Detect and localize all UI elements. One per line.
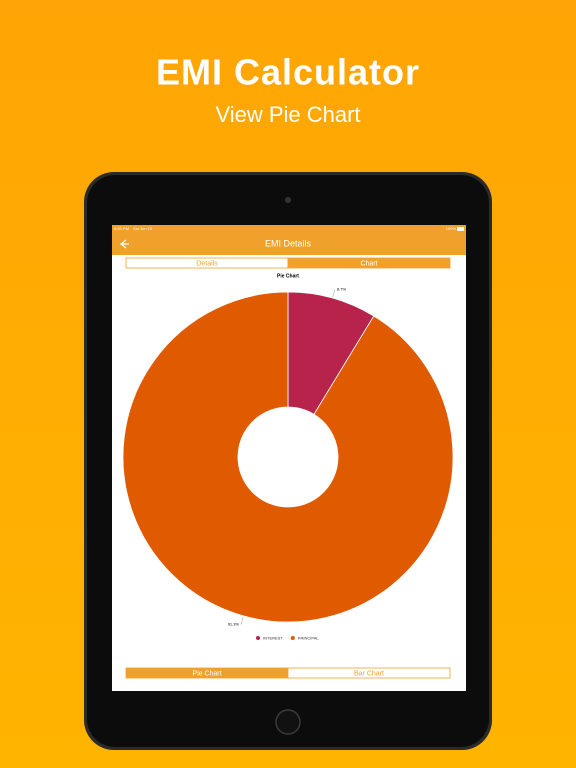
tab-bar-chart[interactable]	[287, 667, 451, 679]
camera	[285, 197, 291, 203]
status-time: 9:53 PM	[114, 226, 129, 231]
legend-marker	[290, 636, 295, 640]
tab-label: Details	[196, 260, 218, 267]
tab-label: Bar Chart	[354, 670, 384, 677]
leader-line	[332, 289, 336, 298]
back-button[interactable]	[120, 239, 129, 249]
slice-label: 91.3%	[228, 622, 240, 627]
pie-slice	[122, 291, 454, 623]
pie-chart: 8.7% 91.3% INTEREST PRINCIPAL	[122, 287, 454, 640]
tab-label: Pie Chart	[192, 670, 221, 677]
nav-bar	[112, 225, 466, 255]
leader-line	[240, 616, 244, 625]
battery-icon	[457, 227, 464, 231]
tab-label: Chart	[360, 260, 377, 267]
legend-label: PRINCIPAL	[298, 635, 320, 640]
subheadline: View Pie Chart	[215, 102, 360, 127]
headline: EMI Calculator	[156, 52, 420, 93]
home-button[interactable]	[275, 709, 301, 735]
legend-label: INTEREST	[263, 635, 283, 640]
nav-title: EMI Details	[265, 238, 312, 248]
legend-marker	[256, 636, 260, 640]
chart-title: Pie Chart	[277, 273, 299, 279]
tab-chart[interactable]	[287, 257, 451, 269]
status-date: Sat Jun 15	[133, 226, 153, 231]
slice-label: 8.7%	[337, 287, 347, 292]
status-battery: 100%	[446, 226, 457, 231]
